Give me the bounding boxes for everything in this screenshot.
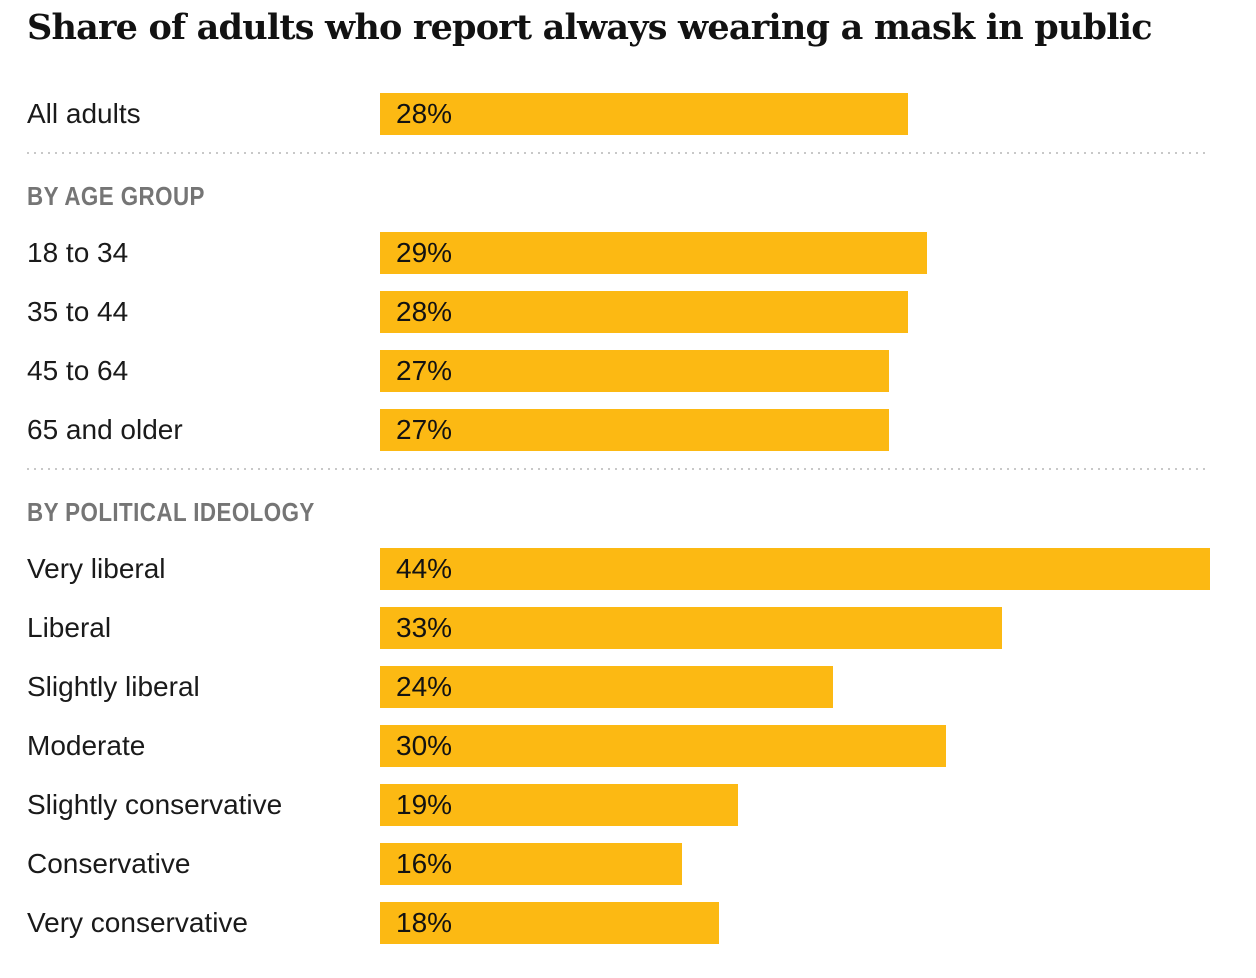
dotted-separator [27, 152, 1208, 154]
page-title: Share of adults who report always wearin… [27, 7, 1153, 48]
chart-row-very-conservative: Very conservative 18% [27, 902, 1256, 944]
bar: 28% [380, 291, 909, 333]
bar-value-label: 30% [396, 730, 453, 761]
chart-row-slightly-conservative: Slightly conservative 19% [27, 784, 1256, 826]
bar: 27% [380, 350, 890, 392]
bar-value-label: 33% [396, 612, 453, 643]
chart-row-moderate: Moderate 30% [27, 725, 1256, 767]
category-label: 65 and older [27, 414, 183, 445]
section-header-political-ideology: BY POLITICAL IDEOLOGY [27, 497, 315, 527]
bar-value-label: 28% [396, 98, 453, 129]
chart-row-35-44: 35 to 44 28% [27, 291, 1256, 333]
bar: 33% [380, 607, 1003, 649]
category-label: 18 to 34 [27, 237, 129, 268]
bar: 29% [380, 232, 927, 274]
chart-row-conservative: Conservative 16% [27, 843, 1256, 885]
chart-row-very-liberal: Very liberal 44% [27, 548, 1256, 590]
bar: 27% [380, 409, 890, 451]
bar: 28% [380, 93, 909, 135]
chart-row-18-34: 18 to 34 29% [27, 232, 1256, 274]
bar-value-label: 24% [396, 671, 453, 702]
category-label: All adults [27, 98, 141, 129]
chart-row-all-adults: All adults 28% [27, 93, 1256, 135]
bar: 44% [380, 548, 1210, 590]
category-label: Moderate [27, 730, 146, 761]
bar-value-label: 44% [396, 553, 453, 584]
bar: 24% [380, 666, 833, 708]
bar: 19% [380, 784, 739, 826]
bar: 16% [380, 843, 682, 885]
bar-value-label: 27% [396, 414, 453, 445]
category-label: Slightly liberal [27, 671, 200, 702]
bar-value-label: 28% [396, 296, 453, 327]
chart-row-45-64: 45 to 64 27% [27, 350, 1256, 392]
category-label: 45 to 64 [27, 355, 129, 386]
section-header-age-group: BY AGE GROUP [27, 181, 205, 211]
bar-value-label: 19% [396, 789, 453, 820]
chart-row-slightly-liberal: Slightly liberal 24% [27, 666, 1256, 708]
category-label: Very liberal [27, 553, 166, 584]
bar-value-label: 16% [396, 848, 453, 879]
dotted-separator [27, 468, 1208, 470]
bar-value-label: 29% [396, 237, 453, 268]
category-label: Very conservative [27, 907, 248, 938]
chart-row-65-older: 65 and older 27% [27, 409, 1256, 451]
bar-value-label: 18% [396, 907, 453, 938]
bar-value-label: 27% [396, 355, 453, 386]
chart-row-liberal: Liberal 33% [27, 607, 1256, 649]
category-label: Liberal [27, 612, 112, 643]
category-label: 35 to 44 [27, 296, 129, 327]
bar: 30% [380, 725, 946, 767]
category-label: Conservative [27, 848, 191, 879]
bar: 18% [380, 902, 720, 944]
category-label: Slightly conservative [27, 789, 283, 820]
